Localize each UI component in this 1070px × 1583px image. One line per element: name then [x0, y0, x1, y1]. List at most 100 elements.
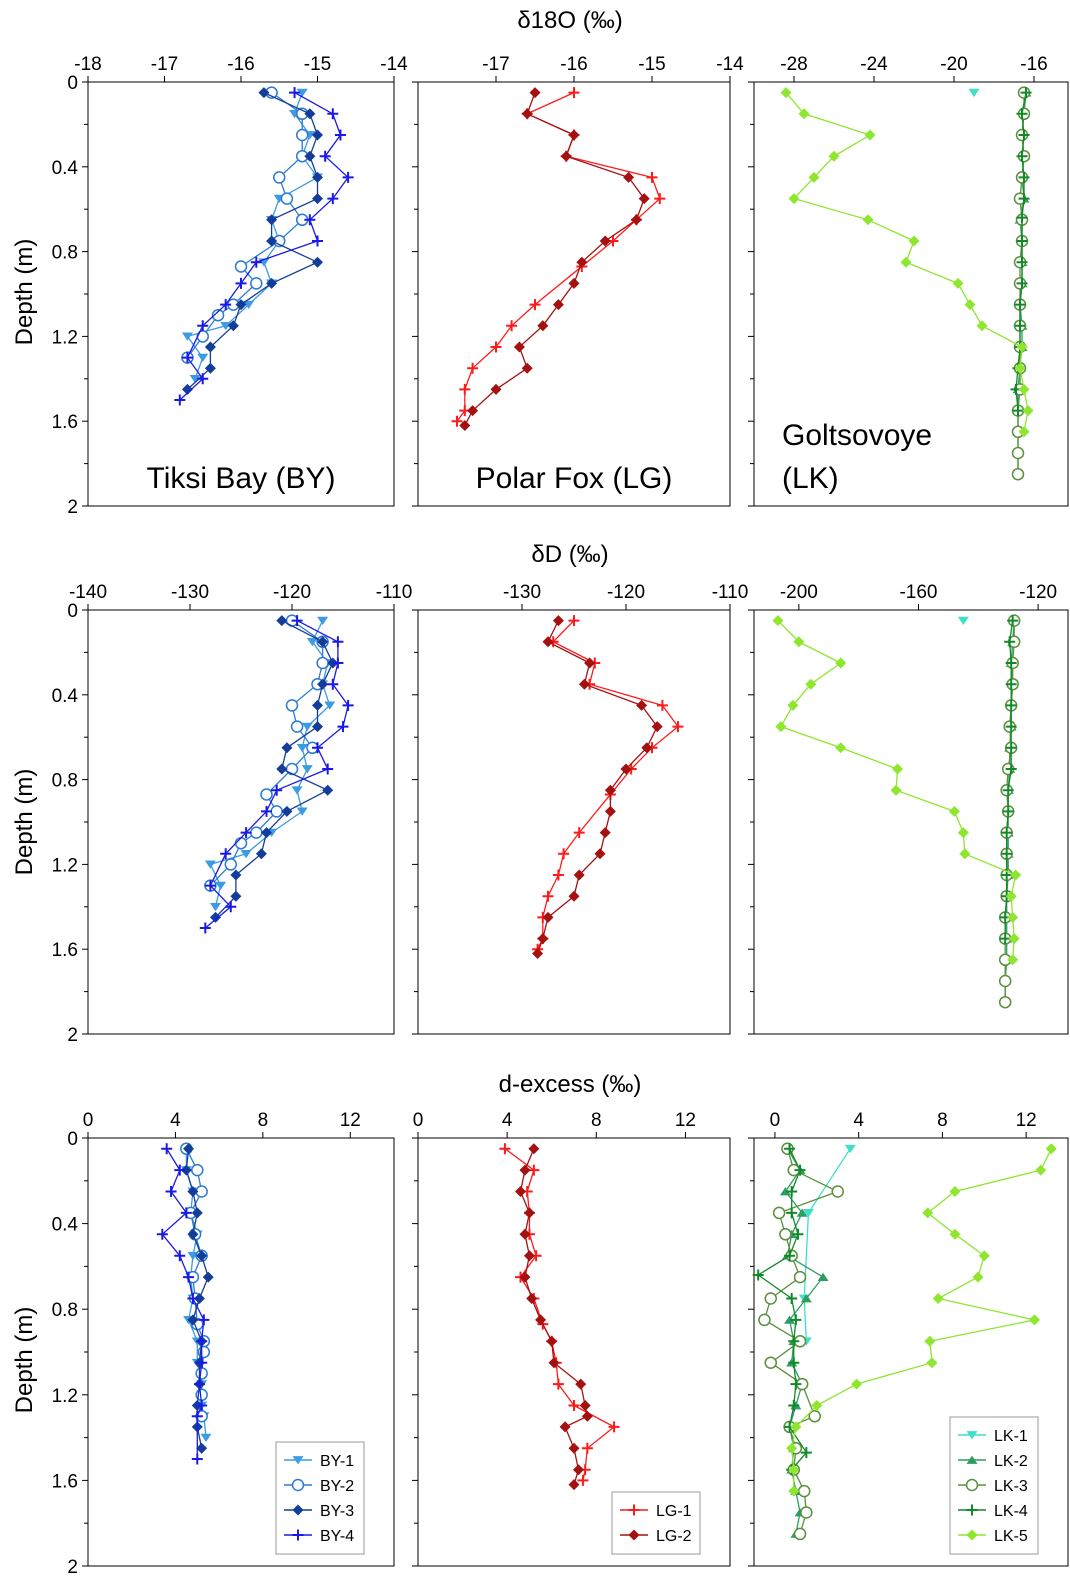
data-point-LG-1 — [467, 362, 479, 374]
data-point-LG-2 — [560, 150, 572, 162]
data-point-LK-4 — [784, 1250, 796, 1262]
data-point-LG-2 — [568, 129, 580, 141]
y-tick-label: 0.4 — [52, 158, 79, 179]
data-point-LK-4 — [790, 1314, 802, 1326]
data-point-LK-4 — [788, 1400, 800, 1411]
data-point-LG-1 — [568, 87, 580, 99]
data-point-LK-5 — [926, 1357, 938, 1369]
data-point-BY-3 — [304, 108, 316, 120]
series-line-LK-4 — [757, 1148, 808, 1471]
legend-label: BY-2 — [320, 1478, 354, 1495]
data-point-LK-5 — [1035, 1164, 1047, 1176]
panel-dD-LG: -130 -120 -110 — [412, 582, 749, 1035]
data-point-BY-4 — [183, 1271, 195, 1283]
x-tick-label: -120 — [607, 582, 645, 603]
data-point-LG-2 — [636, 699, 648, 711]
x-tick-label: 4 — [853, 1110, 864, 1131]
x-tick-label: -160 — [899, 582, 937, 603]
y-tick-label: 1.6 — [52, 412, 78, 433]
legend-label: LK-2 — [994, 1453, 1028, 1470]
legend: LG-1 LG-2 — [611, 1491, 701, 1555]
data-point-LK-4 — [1016, 108, 1028, 120]
legend-label: LG-2 — [656, 1528, 692, 1545]
y-tick-label: 0.8 — [52, 1300, 78, 1321]
data-point-LK-4 — [1016, 256, 1028, 268]
legend-marker-BY-1 — [292, 1456, 304, 1465]
data-point-BY-1 — [296, 743, 308, 753]
data-point-BY-4 — [165, 1186, 177, 1197]
data-point-BY-1 — [215, 881, 227, 890]
data-point-LG-2 — [467, 405, 479, 417]
data-point-LG-1 — [499, 1143, 511, 1155]
data-point-LG-1 — [552, 1378, 564, 1390]
series-line-LK-4 — [1015, 92, 1027, 411]
data-point-LG-1 — [608, 1421, 620, 1433]
data-point-BY-4 — [174, 1164, 186, 1176]
data-point-BY-1 — [317, 616, 329, 625]
data-point-LK-3 — [797, 1484, 811, 1498]
series-line-LG-1 — [537, 620, 679, 950]
data-point-LG-2 — [594, 848, 606, 860]
data-point-LK-3 — [793, 1527, 807, 1541]
y-tick-label: 1.2 — [52, 1386, 78, 1407]
data-point-BY-3 — [180, 1164, 192, 1176]
panel-o18-LK: -28 -24 -20 -16 Goltsovoye (LK) — [748, 54, 1069, 507]
data-point-LK-4 — [1005, 742, 1017, 754]
data-point-BY-3 — [312, 256, 323, 268]
data-point-BY-1 — [187, 1251, 199, 1261]
data-point-BY-2 — [290, 720, 304, 733]
data-point-LG-1 — [558, 848, 570, 860]
data-point-BY-2 — [250, 826, 263, 839]
legend-marker-BY-2 — [291, 1478, 305, 1492]
data-point-LK-2 — [784, 1315, 796, 1324]
legend-marker-LK-5 — [966, 1529, 978, 1541]
data-point-BY-3 — [266, 277, 278, 289]
data-point-BY-3 — [210, 911, 221, 923]
legend-marker-LG-1 — [628, 1504, 640, 1516]
data-point-BY-2 — [250, 277, 263, 290]
data-point-BY-2 — [234, 836, 248, 850]
data-point-LK-5 — [835, 742, 847, 754]
data-point-LK-5 — [835, 657, 847, 669]
data-point-LK-4 — [1014, 299, 1026, 311]
data-point-LK-5 — [932, 1293, 944, 1304]
data-point-LG-2 — [568, 890, 580, 902]
plot-frame — [417, 81, 731, 507]
data-point-BY-4 — [271, 784, 283, 796]
data-point-BY-4 — [197, 320, 209, 332]
data-point-LK-5 — [978, 1250, 990, 1262]
data-point-LG-2 — [542, 636, 554, 648]
data-point-BY-1 — [181, 332, 193, 341]
x-tick-label: -110 — [712, 582, 749, 603]
data-point-LK-5 — [1016, 341, 1028, 353]
legend-label: LK-5 — [994, 1528, 1028, 1545]
data-point-BY-3 — [204, 341, 216, 353]
data-point-BY-2 — [273, 171, 286, 184]
data-point-BY-3 — [281, 742, 293, 754]
x-tick-label: 8 — [937, 1110, 948, 1131]
data-point-LG-2 — [568, 277, 580, 289]
series-line-LK-4 — [1004, 620, 1014, 939]
data-point-LK-4 — [1016, 235, 1028, 247]
data-point-BY-4 — [181, 352, 193, 364]
data-point-LK-5 — [1014, 362, 1026, 374]
data-point-LG-2 — [542, 911, 554, 923]
legend-marker-LK-1 — [966, 1431, 978, 1440]
data-point-LG-2 — [490, 383, 502, 395]
data-point-BY-3 — [261, 827, 272, 839]
legend-box — [611, 1491, 701, 1555]
data-point-LG-2 — [579, 1400, 591, 1411]
data-point-LK-5 — [1010, 869, 1022, 881]
data-point-BY-4 — [156, 1228, 168, 1240]
data-point-LK-5 — [811, 1400, 823, 1411]
data-point-LG-2 — [519, 1228, 531, 1240]
legend-label: BY-1 — [320, 1453, 354, 1470]
data-point-LK-5 — [851, 1378, 863, 1390]
data-point-LK-4 — [788, 1335, 800, 1347]
x-tick-label: -14 — [716, 54, 744, 75]
data-point-LG-2 — [573, 869, 585, 881]
x-tick-label: -200 — [780, 582, 818, 603]
data-point-LG-1 — [577, 1474, 589, 1486]
data-point-BY-2 — [234, 260, 248, 273]
